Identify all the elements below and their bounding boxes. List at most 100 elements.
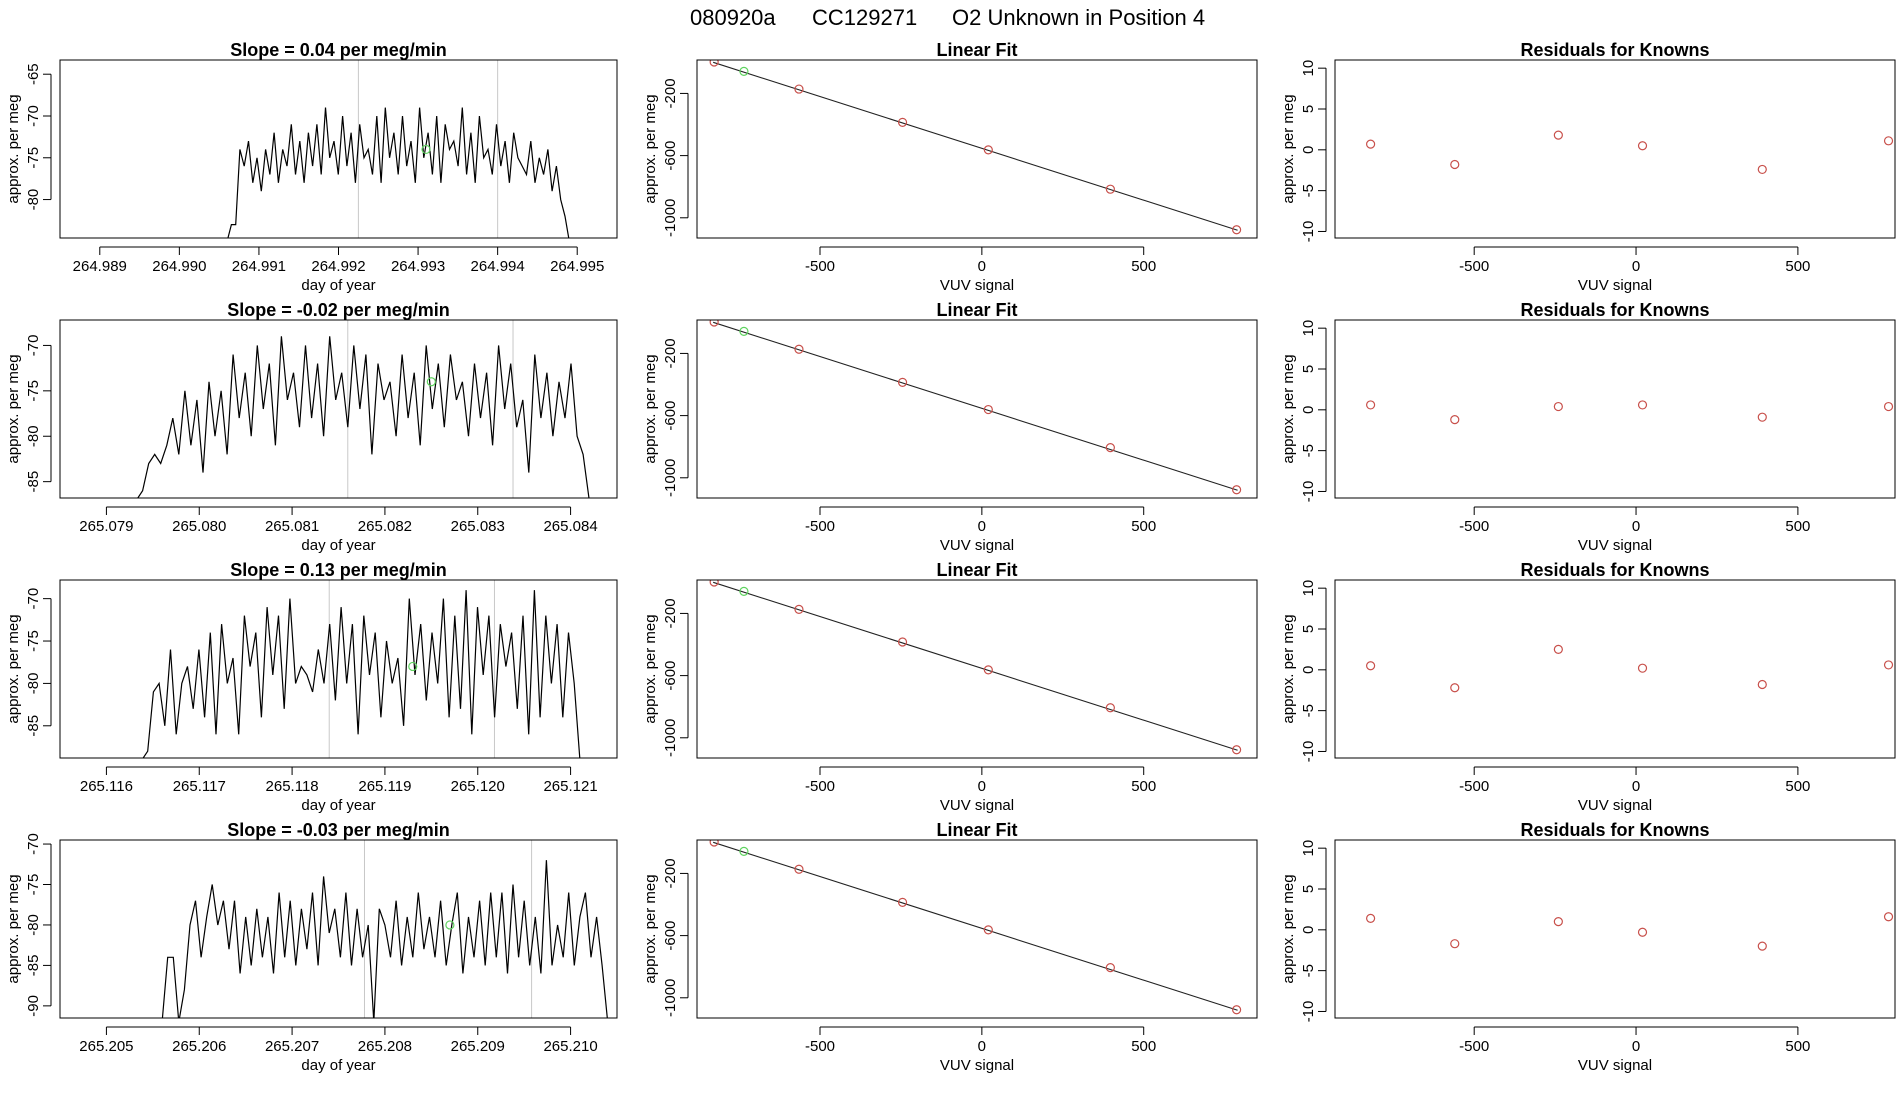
series-line: [137, 336, 590, 498]
y-tick-label: 10: [1300, 580, 1317, 597]
plot-area: [1366, 912, 1894, 951]
x-tick-label: 265.082: [358, 518, 412, 535]
x-tick-label: -500: [1459, 258, 1489, 275]
figure-title-cylinder: CC129271: [812, 5, 917, 30]
panel-3-2: Residuals for Knowns VUV signal approx. pe…: [1280, 820, 1896, 1074]
x-tick-label: 0: [1632, 778, 1640, 795]
x-axis-label: VUV signal: [940, 277, 1014, 294]
y-tick-label: 10: [1300, 60, 1317, 77]
y-tick-label: 5: [1300, 885, 1317, 893]
plot-area: [709, 60, 1242, 235]
y-axis-label: approx. per meg: [642, 874, 659, 983]
unknown-point: [421, 144, 431, 155]
y-tick-label: -200: [662, 858, 679, 888]
y-tick-label: -5: [1300, 704, 1317, 717]
data-point: [794, 344, 804, 354]
y-tick-label: -5: [1300, 184, 1317, 197]
y-axis-label: approx. per meg: [5, 874, 22, 983]
x-axis-label: VUV signal: [1578, 1057, 1652, 1074]
plot-area: [709, 580, 1242, 755]
x-tick-label: 500: [1131, 1038, 1156, 1055]
panel-3-1: Linear Fit VUV signal approx. per meg -500 0…: [642, 820, 1258, 1074]
x-tick-label: 264.993: [391, 258, 445, 275]
y-tick-label: -70: [25, 588, 42, 610]
panel-title: Residuals for Knowns: [1520, 560, 1709, 580]
data-point: [897, 897, 908, 907]
data-point: [1883, 660, 1894, 670]
panel-title: Slope = 0.04 per meg/min: [230, 40, 447, 60]
series-line: [142, 590, 581, 758]
x-tick-label: 265.116: [80, 778, 133, 795]
data-point: [1637, 141, 1648, 151]
panel-title: Slope = -0.02 per meg/min: [227, 300, 450, 320]
panel-2-2: Residuals for Knowns VUV signal approx. pe…: [1280, 560, 1896, 814]
y-tick-label: -70: [25, 833, 42, 855]
data-point: [794, 864, 804, 874]
y-tick-label: -75: [25, 380, 42, 402]
y-tick-label: -75: [25, 630, 42, 652]
y-axis-label: approx. per meg: [5, 614, 22, 723]
series-line: [227, 107, 570, 238]
data-point: [1637, 400, 1648, 410]
x-axis-label: day of year: [301, 1057, 375, 1074]
data-point: [1232, 485, 1242, 495]
x-axis-label: VUV signal: [1578, 537, 1652, 554]
y-tick-label: 10: [1300, 320, 1317, 337]
unknown-point: [445, 920, 455, 930]
unknown-point: [739, 586, 749, 596]
y-axis-label: approx. per meg: [642, 354, 659, 463]
x-tick-label: -500: [1459, 518, 1489, 535]
x-tick-label: 265.207: [265, 1038, 319, 1055]
y-axis-label: approx. per meg: [642, 94, 659, 203]
x-tick-label: 265.079: [79, 518, 133, 535]
y-tick-label: 5: [1300, 365, 1317, 373]
x-axis-label: VUV signal: [940, 537, 1014, 554]
panel-3-0: Slope = -0.03 per meg/min day of year appr…: [5, 820, 618, 1074]
data-point: [1637, 927, 1648, 937]
y-tick-label: -10: [1300, 741, 1317, 763]
x-axis-label: day of year: [301, 277, 375, 294]
x-tick-label: 500: [1131, 778, 1156, 795]
data-point: [1450, 939, 1460, 949]
data-point: [1757, 679, 1767, 690]
y-axis-label: approx. per meg: [5, 94, 22, 203]
y-tick-label: -80: [25, 425, 42, 447]
y-tick-label: -200: [662, 598, 679, 628]
plot-area: [227, 60, 570, 238]
data-point: [1366, 139, 1376, 149]
data-point: [1232, 745, 1242, 755]
y-tick-label: 0: [1300, 926, 1317, 934]
data-point: [983, 145, 993, 155]
panel-title: Linear Fit: [936, 820, 1017, 840]
y-tick-label: -600: [662, 141, 679, 171]
y-tick-label: -10: [1300, 221, 1317, 243]
y-tick-label: -5: [1300, 964, 1317, 977]
y-tick-label: 10: [1300, 840, 1317, 857]
data-point: [1553, 130, 1563, 140]
data-point: [1105, 703, 1115, 713]
plot-frame: [696, 59, 1258, 239]
data-point: [1366, 661, 1376, 671]
fit-line: [713, 581, 1238, 751]
data-point: [897, 117, 908, 127]
x-tick-label: 265.118: [266, 778, 319, 795]
y-axis-label: approx. per meg: [642, 614, 659, 723]
x-tick-label: 265.205: [79, 1038, 133, 1055]
data-point: [709, 840, 719, 847]
x-tick-label: 265.084: [543, 518, 597, 535]
x-axis-label: day of year: [301, 797, 375, 814]
x-tick-label: -500: [805, 778, 835, 795]
panel-title: Linear Fit: [936, 300, 1017, 320]
x-tick-label: 265.121: [543, 778, 597, 795]
panel-grid: Slope = 0.04 per meg/min day of year appro…: [5, 40, 1896, 1074]
panel-title: Residuals for Knowns: [1520, 300, 1709, 320]
data-point: [1366, 913, 1376, 923]
x-tick-label: -500: [805, 518, 835, 535]
data-point: [1553, 644, 1563, 655]
y-tick-label: -5: [1300, 444, 1317, 457]
plot-area: [709, 320, 1242, 495]
data-point: [1883, 912, 1894, 922]
plot-frame: [1334, 319, 1896, 499]
